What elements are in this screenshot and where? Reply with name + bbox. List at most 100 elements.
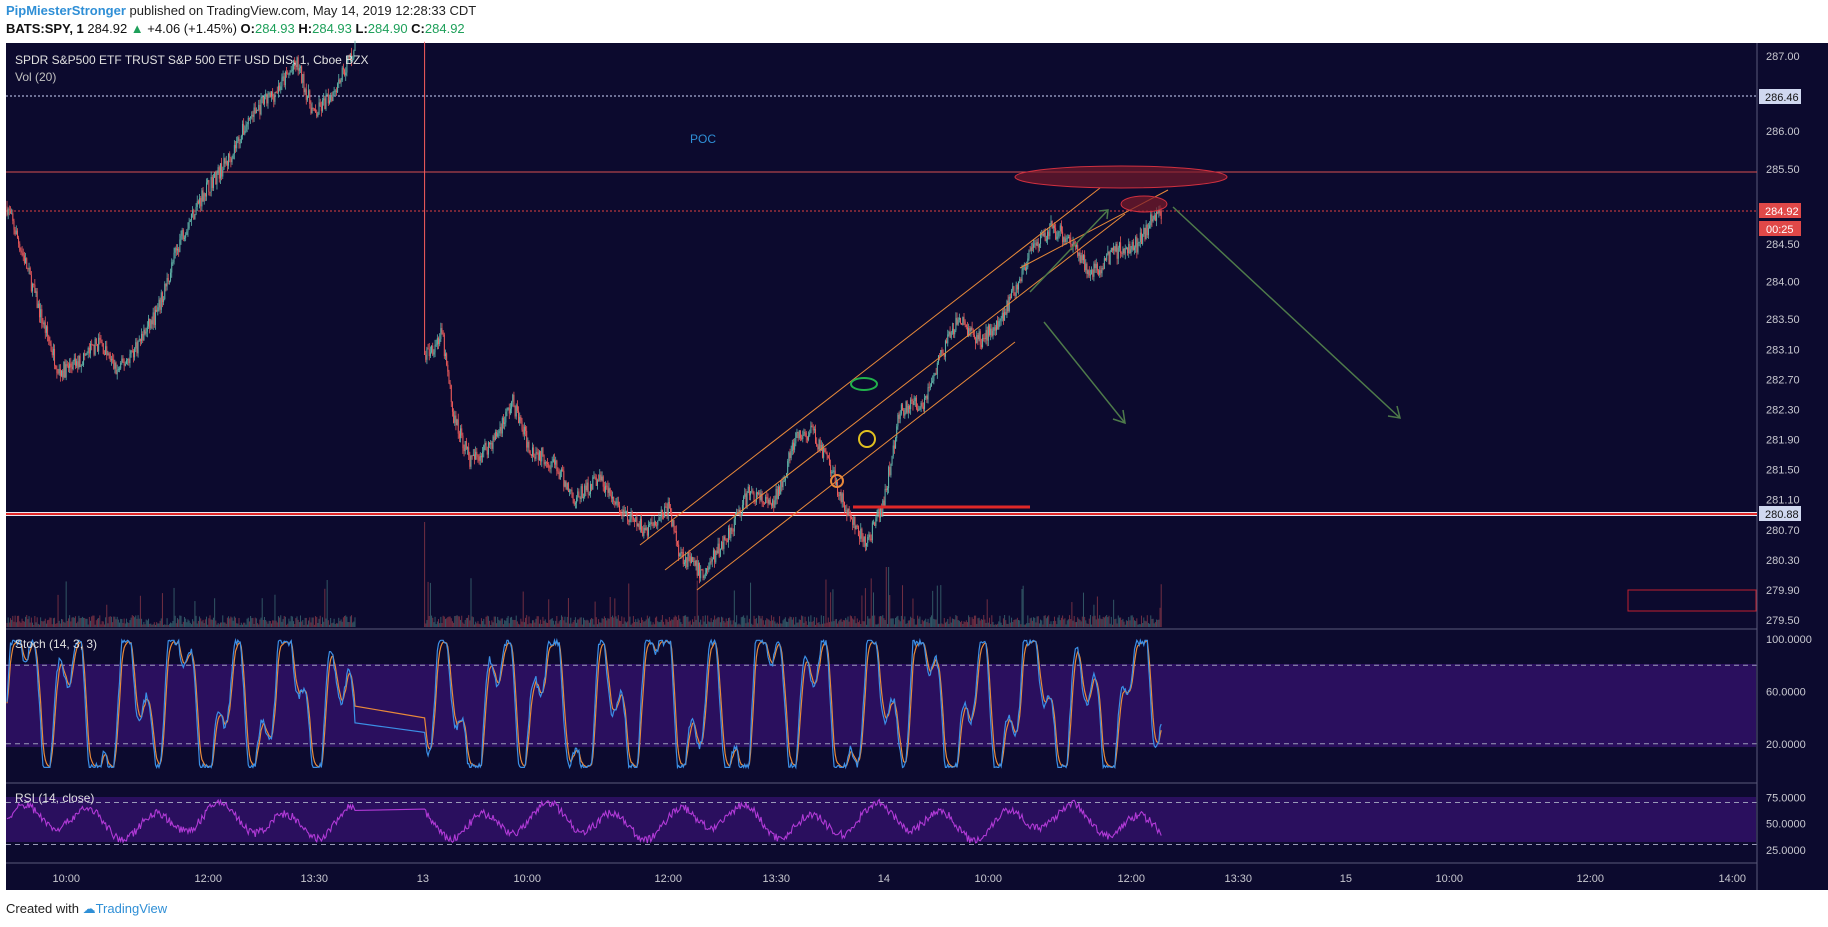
volume-bar xyxy=(444,618,446,627)
candle-body xyxy=(881,508,883,516)
candle-body xyxy=(612,496,614,499)
candle-body xyxy=(895,438,897,449)
volume-bar xyxy=(114,616,116,627)
candle-body xyxy=(918,409,920,411)
candle-body xyxy=(456,419,458,426)
candle-body xyxy=(632,517,634,520)
volume-bar xyxy=(1139,624,1141,627)
candle-body xyxy=(146,326,148,332)
volume-bar xyxy=(500,618,502,627)
candle-body xyxy=(211,177,213,188)
volume-bar xyxy=(873,592,875,627)
candle-body xyxy=(886,488,888,491)
candle-body xyxy=(641,518,643,532)
candle-body xyxy=(333,90,335,93)
volume-bar xyxy=(272,620,274,627)
volume-bar xyxy=(733,590,735,627)
candle-body xyxy=(1113,246,1115,251)
arrow-short-head xyxy=(1112,409,1126,425)
orange-circle[interactable] xyxy=(830,474,844,488)
volume-bar xyxy=(352,622,354,627)
candle-body xyxy=(116,369,118,375)
volume-bar xyxy=(629,616,631,627)
volume-bar xyxy=(657,621,659,627)
volume-bar xyxy=(737,624,739,627)
volume-bar xyxy=(269,620,271,627)
volume-bar xyxy=(520,618,522,627)
candle-body xyxy=(429,352,431,357)
projection-arrows[interactable] xyxy=(1029,206,1402,425)
volume-bar xyxy=(569,623,571,627)
candle-body xyxy=(1049,224,1051,237)
price-axis[interactable] xyxy=(1757,43,1828,890)
volume-bar xyxy=(573,619,575,627)
candle-body xyxy=(1011,290,1013,299)
volume-bar xyxy=(747,622,749,627)
tradingview-logo-icon[interactable]: ☁ xyxy=(82,901,96,916)
candle-body xyxy=(744,493,746,497)
candle-body xyxy=(148,318,150,327)
time-tick-label: 10:00 xyxy=(975,873,1003,885)
candle-body xyxy=(637,523,639,527)
volume-bar xyxy=(835,618,837,627)
candle-body xyxy=(518,410,520,423)
range-box[interactable] xyxy=(1627,589,1757,612)
candle-body xyxy=(987,325,989,341)
volume-bar xyxy=(327,620,329,627)
rsi-tick-label: 25.0000 xyxy=(1766,845,1806,857)
green-ellipse[interactable] xyxy=(850,377,878,391)
candle-body xyxy=(820,444,822,451)
volume-bar xyxy=(440,616,442,627)
candle-body xyxy=(1096,264,1098,271)
author-link[interactable]: PipMiesterStronger xyxy=(6,3,126,18)
candle-body xyxy=(313,108,315,110)
candle-body xyxy=(914,397,916,402)
candle-body xyxy=(840,491,842,503)
candle-body xyxy=(550,461,552,469)
time-tick-label: 12:00 xyxy=(655,873,683,885)
volume-bar xyxy=(666,619,668,627)
candle-body xyxy=(674,530,676,532)
volume-bar xyxy=(154,624,156,627)
volume-bar xyxy=(456,615,458,627)
volume-bar xyxy=(129,620,131,627)
volume-bar xyxy=(903,619,905,627)
volume-bar xyxy=(714,615,716,627)
resistance-ellipse[interactable] xyxy=(1014,165,1228,189)
volume-bar xyxy=(41,621,43,627)
volume-bar xyxy=(1079,619,1081,627)
candle-body xyxy=(951,328,953,333)
rsi-line xyxy=(6,798,1162,844)
candle-body xyxy=(121,358,123,363)
candle-body xyxy=(434,344,436,353)
candle-body xyxy=(762,502,764,504)
volume-bar xyxy=(262,619,264,627)
volume-bar xyxy=(942,624,944,627)
volume-bar xyxy=(178,619,180,627)
candle-body xyxy=(70,363,72,368)
volume-bar xyxy=(1006,623,1008,627)
volume-bar xyxy=(840,618,842,627)
volume-bar xyxy=(257,623,259,627)
candle-body xyxy=(279,85,281,91)
candle-body xyxy=(1111,247,1113,251)
candle-body xyxy=(942,352,944,354)
yellow-circle[interactable] xyxy=(858,430,876,448)
candle-body xyxy=(294,60,296,66)
candle-body xyxy=(1146,224,1148,236)
candle-body xyxy=(1158,209,1160,214)
top-ellipse[interactable] xyxy=(1120,195,1168,213)
candle-body xyxy=(57,372,59,374)
volume-bar xyxy=(675,616,677,627)
svg-text:00:25: 00:25 xyxy=(1766,224,1794,236)
candle-body xyxy=(238,137,240,144)
candle-body xyxy=(143,329,145,341)
volume-bar xyxy=(453,622,455,627)
candle-body xyxy=(716,550,718,554)
volume-bar xyxy=(702,616,704,627)
volume-bar xyxy=(751,623,753,627)
footer-brand[interactable]: TradingView xyxy=(95,901,168,916)
candle-body xyxy=(1149,225,1151,229)
low-label: L: xyxy=(355,21,368,36)
